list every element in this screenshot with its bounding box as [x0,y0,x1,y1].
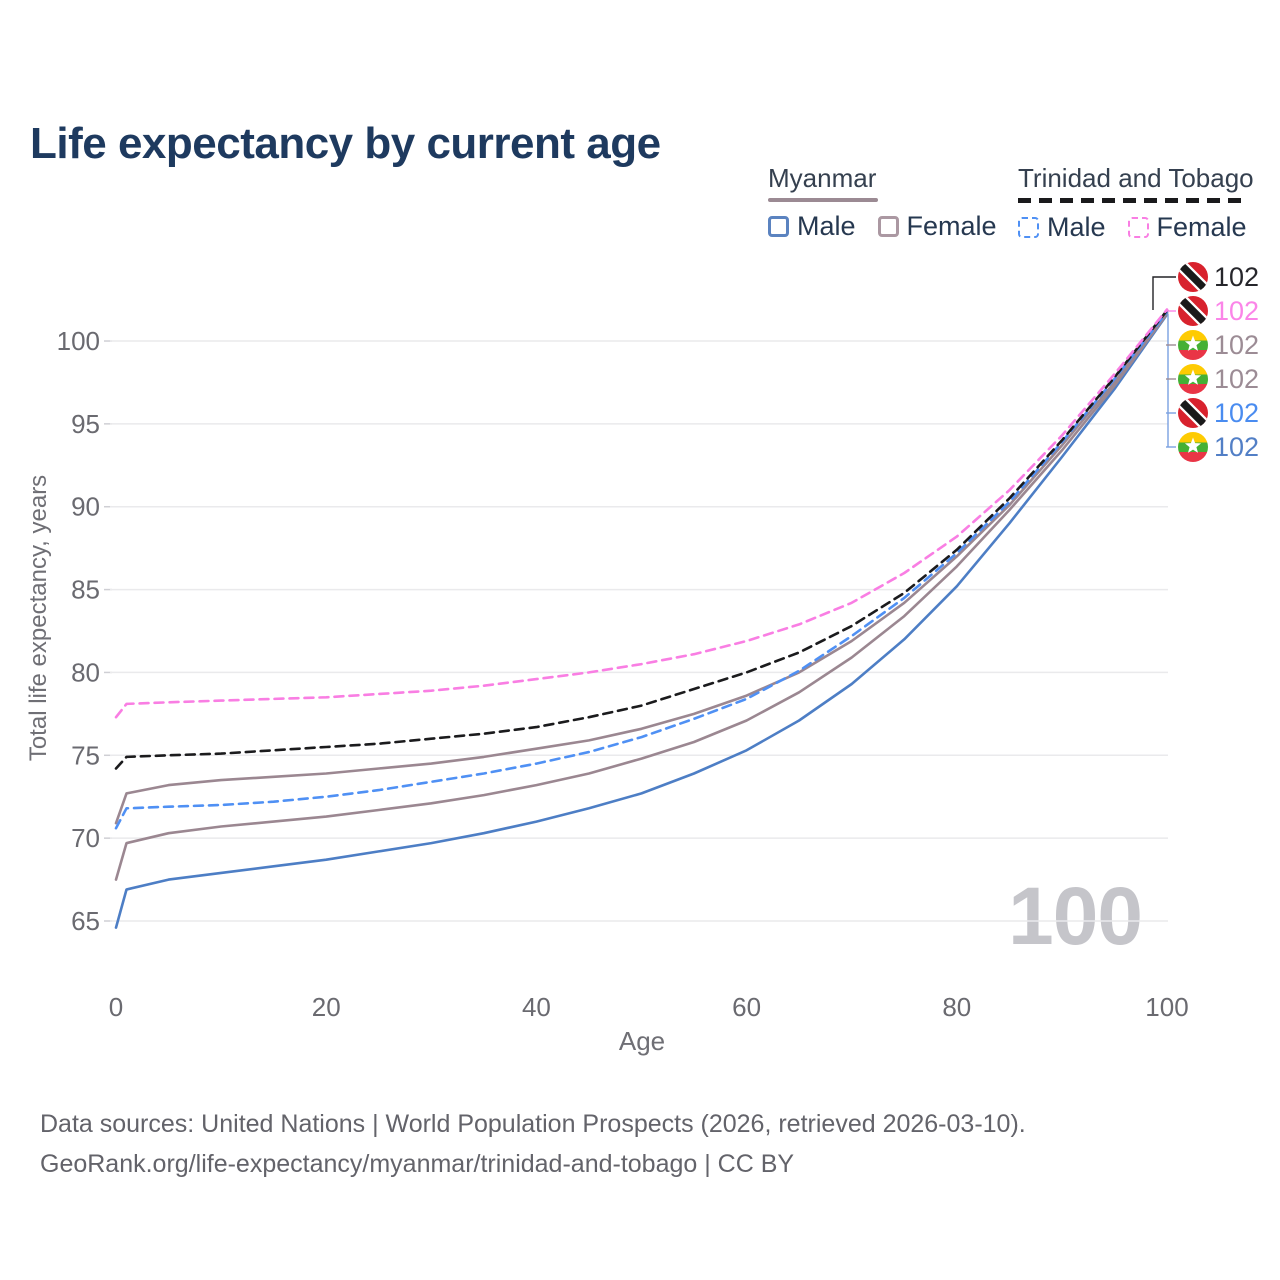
legend-underline-tt-dashed [1018,198,1247,203]
age-watermark: 100 [1008,871,1142,962]
myanmar-flag-icon [1178,364,1208,394]
end-value-label: 102 [1214,432,1259,462]
x-tick-label: 60 [732,992,761,1022]
legend-group-title-myanmar[interactable]: Myanmar [768,163,877,193]
footer-line-url: GeoRank.org/life-expectancy/myanmar/trin… [40,1150,795,1178]
series-line-myanmar-female [114,311,1169,825]
legend-underline-myanmar-solid [768,198,878,202]
legend-swatch-tt-female [1127,217,1149,238]
x-axis-title: Age [619,1026,665,1056]
legend-item-label: Male [1047,212,1106,242]
y-axis-title: Total life expectancy, years [25,475,52,761]
y-tick-label: 65 [71,906,100,936]
legend-item-tt-female[interactable]: Female [1127,212,1247,243]
y-tick-label: 90 [71,492,100,522]
y-tick-label: 100 [57,326,100,356]
footer-line-sources: Data sources: United Nations | World Pop… [40,1110,1026,1138]
myanmar-flag-icon [1178,432,1208,462]
end-label-connector [1152,276,1176,310]
legend-swatch-myanmar-female [877,216,899,237]
series-line-tt-male [114,310,1169,830]
page-title: Life expectancy by current age [30,119,661,169]
legend-item-label: Female [906,211,997,241]
legend-swatch-tt-male [1018,217,1039,238]
trinidad-and-tobago-flag-icon [1175,293,1211,329]
end-value-label: 102 [1214,330,1259,360]
legend-group-trinidad-and-tobago: Trinidad and Tobago Male Female [1018,163,1254,243]
series-line-tt-female [114,308,1169,719]
end-value-label: 102 [1214,364,1259,394]
y-tick-label: 80 [71,657,100,687]
x-tick-label: 80 [942,992,971,1022]
legend-group-title-trinidad-and-tobago[interactable]: Trinidad and Tobago [1018,163,1254,193]
y-tick-label: 70 [71,823,100,853]
legend-group-myanmar: Myanmar Male Female [768,163,997,242]
x-tick-label: 100 [1145,992,1188,1022]
y-tick-label: 95 [71,409,100,439]
legend-item-label: Male [797,211,856,241]
series-line-myanmar-all [114,312,1169,881]
legend-item-myanmar-female[interactable]: Female [877,211,997,242]
y-tick-label: 85 [71,575,100,605]
x-tick-label: 20 [312,992,341,1022]
series-line-tt-all [114,309,1169,770]
x-tick-label: 40 [522,992,551,1022]
end-value-label: 102 [1214,398,1259,428]
data-source-footer: Data sources: United Nations | World Pop… [40,1104,1026,1184]
legend-item-tt-male[interactable]: Male [1018,212,1106,243]
myanmar-flag-icon [1178,330,1208,360]
end-value-label: 102 [1214,262,1259,292]
x-tick-label: 0 [109,992,123,1022]
legend-item-label: Female [1156,212,1247,242]
series-line-myanmar-male [114,313,1169,929]
trinidad-and-tobago-flag-icon [1175,395,1211,431]
legend-swatch-myanmar-male [768,216,789,237]
legend-item-myanmar-male[interactable]: Male [768,211,856,242]
y-tick-label: 75 [71,740,100,770]
trinidad-and-tobago-flag-icon [1175,259,1211,295]
end-value-label: 102 [1214,296,1259,326]
